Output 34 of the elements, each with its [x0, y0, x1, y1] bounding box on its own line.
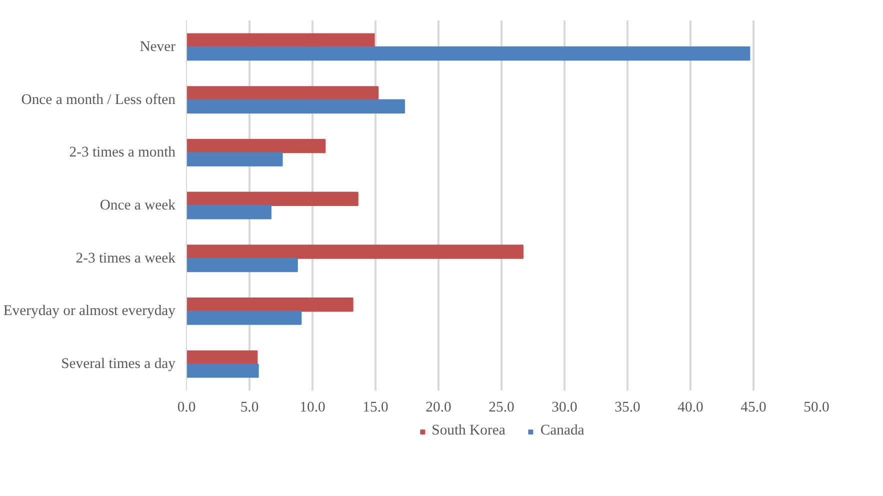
x-tick-label: 15.0 — [362, 400, 388, 416]
legend-label: Canada — [540, 422, 584, 440]
y-tick-label: Once a month / Less often — [21, 92, 176, 108]
bar — [186, 152, 283, 166]
bar — [186, 86, 379, 100]
x-tick-label: 20.0 — [426, 400, 452, 416]
x-tick-label: 30.0 — [552, 400, 578, 416]
y-tick-label: Everyday or almost everyday — [3, 303, 176, 320]
bar — [186, 138, 326, 154]
x-tick-label: 5.0 — [240, 400, 259, 416]
bar — [186, 310, 302, 325]
y-tick-label: 2-3 times a week — [76, 250, 176, 266]
bar — [186, 258, 298, 272]
bar — [186, 205, 272, 220]
y-tick-label: 2-3 times a month — [69, 144, 176, 161]
x-tick-label: 10.0 — [300, 400, 326, 416]
bar — [186, 364, 259, 378]
bar — [186, 192, 358, 206]
x-tick-label: 0.0 — [177, 400, 196, 416]
bar — [186, 298, 354, 312]
x-tick-label: 35.0 — [614, 400, 640, 416]
bar — [186, 350, 258, 365]
legend-label: South Korea — [432, 422, 506, 440]
x-tick-label: 45.0 — [740, 400, 766, 416]
y-tick-label: Once a week — [100, 198, 176, 214]
bar — [186, 99, 405, 114]
bar — [186, 33, 375, 48]
x-tick-label: 40.0 — [678, 400, 704, 416]
bar — [186, 46, 750, 61]
x-tick-label: 50.0 — [804, 400, 830, 416]
y-tick-label: Never — [140, 38, 176, 55]
y-tick-label: Several times a day — [61, 356, 176, 372]
bar — [186, 244, 524, 259]
x-tick-label: 25.0 — [488, 400, 514, 416]
